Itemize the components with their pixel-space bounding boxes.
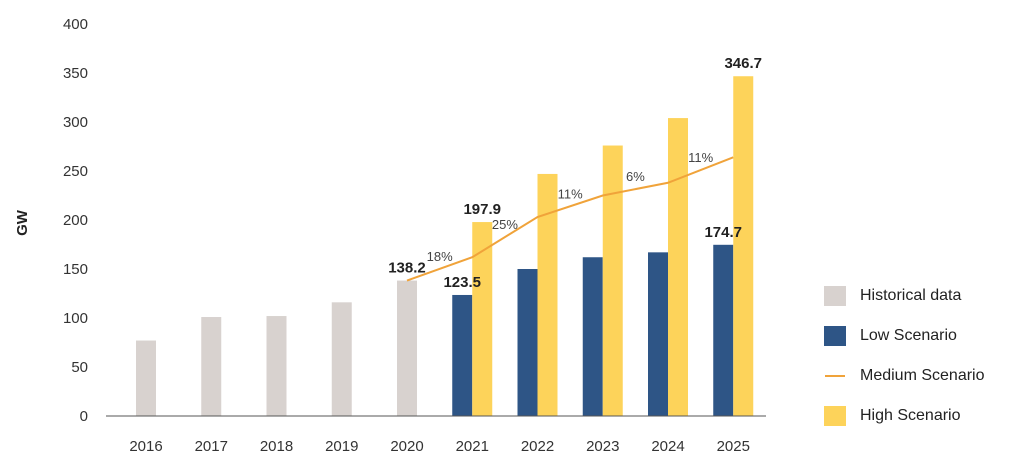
y-tick-label: 150 [63, 261, 88, 278]
y-tick-label: 200 [63, 212, 88, 229]
bar-historical-data-2018 [266, 316, 287, 416]
x-tick-label: 2020 [390, 438, 423, 455]
legend-item-medium-scenario: Medium Scenario [824, 356, 1024, 396]
bar-high-scenario-2025 [733, 76, 754, 416]
bar-low-scenario-2024 [648, 252, 668, 416]
x-tick-label: 2021 [456, 438, 489, 455]
bar-low-scenario-2022 [517, 269, 538, 416]
legend-label-high-scenario: High Scenario [860, 407, 961, 424]
x-tick-label: 2019 [325, 438, 358, 455]
y-tick-label: 250 [63, 163, 88, 180]
value-label-historical-data-2020: 138.2 [388, 260, 426, 277]
bar-high-scenario-2023 [602, 145, 623, 416]
bar-high-scenario-2021 [472, 222, 493, 416]
legend-swatch-medium-scenario [825, 375, 845, 377]
bar-low-scenario-2021 [452, 294, 473, 416]
legend-item-high-scenario: High Scenario [824, 396, 1024, 436]
y-tick-label: 50 [71, 359, 88, 376]
growth-label-2021: 18% [427, 249, 453, 264]
x-tick-label: 2016 [129, 438, 162, 455]
legend-swatch-high-scenario [824, 406, 846, 426]
x-tick-label: 2024 [651, 438, 684, 455]
line-medium-scenario [406, 156, 734, 282]
y-tick-label: 350 [63, 65, 88, 82]
growth-label-2024: 6% [626, 169, 645, 184]
value-label-high-scenario-2025: 346.7 [724, 55, 762, 72]
bar-historical-data-2017 [201, 317, 222, 416]
chart-canvas: GW 0 50 100 150 200 250 300 350 400 2016 2017 2018… [14, 16, 766, 455]
y-axis-label: GW [14, 209, 31, 236]
value-label-high-scenario-2021: 197.9 [463, 201, 501, 218]
legend-label-medium-scenario: Medium Scenario [860, 367, 985, 384]
bar-high-scenario-2024 [668, 118, 688, 416]
legend-label-historical-data: Historical data [860, 287, 962, 304]
bar-historical-data-2020 [397, 280, 417, 416]
bar-low-scenario-2023 [582, 257, 603, 416]
legend-swatch-low-scenario [824, 326, 846, 346]
x-tick-label: 2017 [195, 438, 228, 455]
legend-item-historical-data: Historical data [824, 276, 1024, 316]
x-tick-label: 2023 [586, 438, 619, 455]
growth-label-2022: 25% [492, 217, 518, 232]
legend-label-low-scenario: Low Scenario [860, 327, 957, 344]
bar-high-scenario-2022 [537, 173, 558, 416]
y-tick-label: 100 [63, 310, 88, 327]
y-tick-label: 400 [63, 16, 88, 33]
x-tick-label: 2025 [717, 438, 750, 455]
value-label-low-scenario-2021: 123.5 [443, 274, 481, 291]
bar-historical-data-2016 [136, 340, 156, 416]
legend-item-low-scenario: Low Scenario [824, 316, 1024, 356]
legend: Historical data Low Scenario Medium Scen… [824, 276, 1024, 436]
bar-historical-data-2019 [331, 302, 352, 416]
growth-label-2025: 11% [688, 150, 713, 165]
bar-low-scenario-2025 [713, 244, 734, 416]
y-tick-label: 0 [80, 408, 88, 425]
x-tick-label: 2018 [260, 438, 293, 455]
x-tick-label: 2022 [521, 438, 554, 455]
y-tick-label: 300 [63, 114, 88, 131]
legend-swatch-historical-data [824, 286, 846, 306]
value-label-low-scenario-2025: 174.7 [704, 224, 742, 241]
growth-label-2023: 11% [558, 186, 583, 201]
